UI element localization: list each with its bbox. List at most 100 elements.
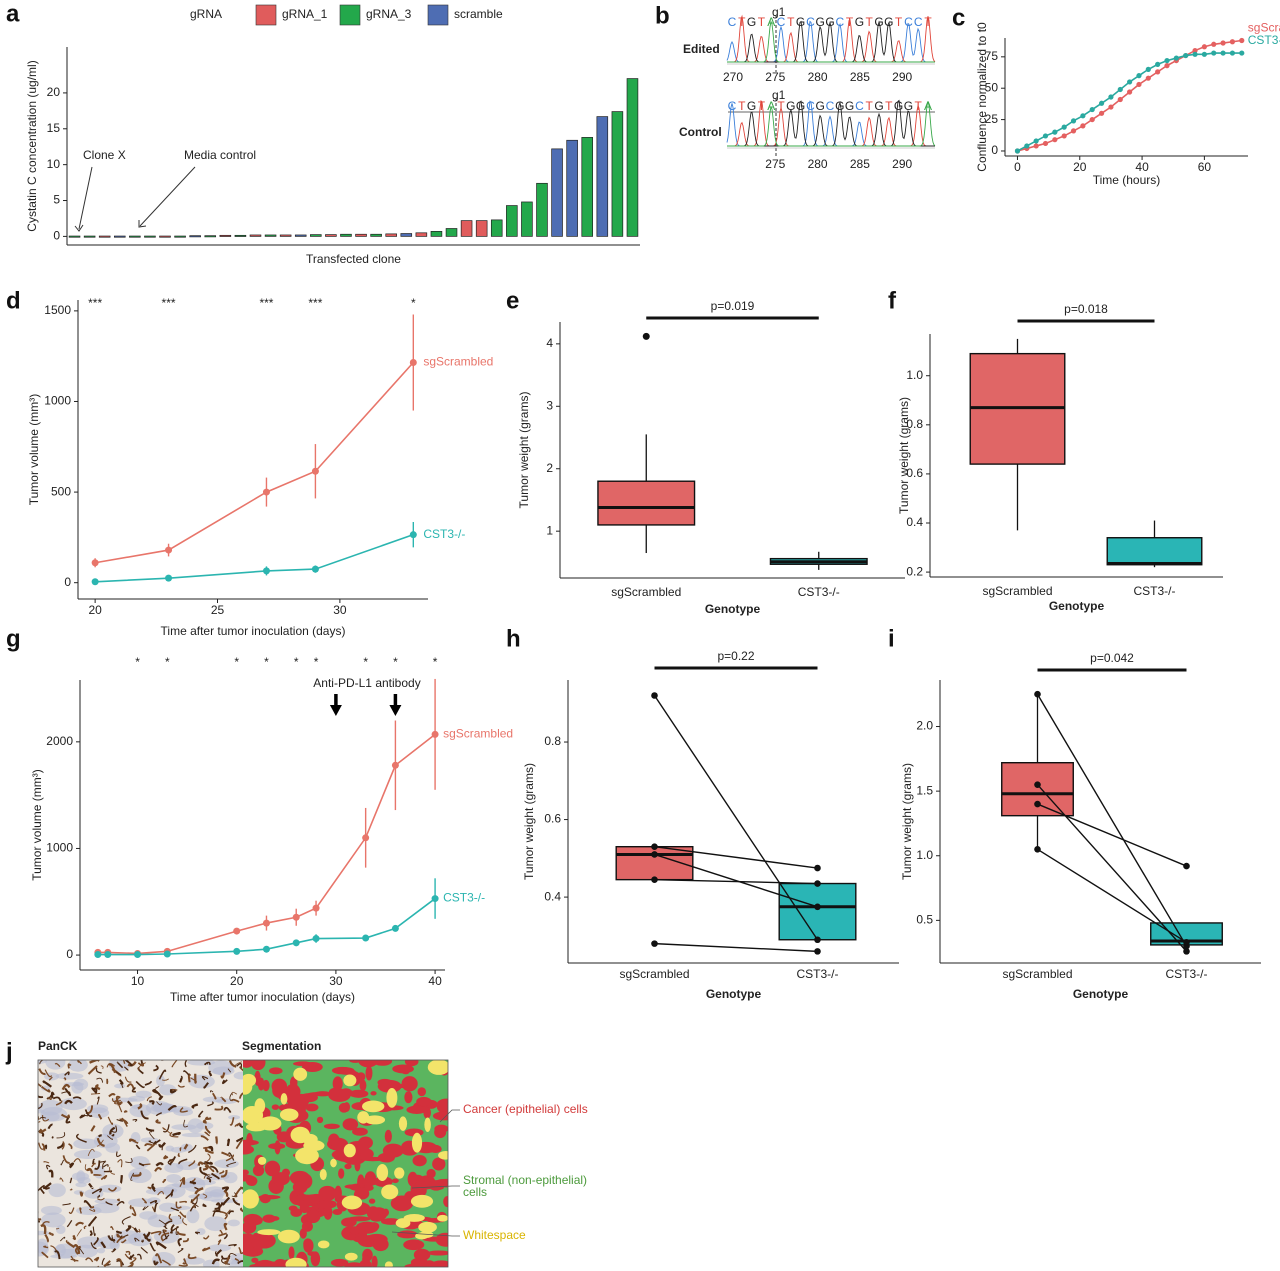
stain: [124, 1076, 132, 1083]
stain: [191, 1103, 199, 1109]
cancer-region: [251, 1257, 259, 1263]
trace: [727, 20, 935, 63]
stain: [111, 1133, 115, 1137]
cancer-region: [276, 1131, 292, 1143]
stroma: [40, 1107, 68, 1122]
stain: [190, 1193, 200, 1204]
stain: [91, 1087, 97, 1094]
x-axis-label: Time after tumor inoculation (days): [170, 990, 355, 1004]
base-letter: C: [728, 99, 737, 113]
point: [91, 578, 99, 586]
cancer-region: [377, 1079, 402, 1093]
stain: [89, 1060, 100, 1064]
stain: [60, 1159, 65, 1166]
stain: [167, 1158, 174, 1166]
bar: [581, 137, 594, 237]
stain: [234, 1257, 240, 1262]
stain: [123, 1110, 128, 1113]
point: [814, 864, 821, 872]
legend-label: gRNA_1: [282, 7, 328, 21]
stain: [170, 1207, 180, 1212]
stain: [240, 1186, 243, 1194]
whitespace-region: [403, 1213, 425, 1222]
stain: [208, 1145, 214, 1152]
stroma: [204, 1216, 227, 1232]
stroma: [207, 1244, 232, 1252]
stain: [45, 1186, 50, 1190]
cancer-region: [305, 1209, 321, 1224]
p-value: p=0.018: [1064, 302, 1108, 316]
stain: [52, 1096, 62, 1102]
stain: [54, 1062, 61, 1068]
cancer-region: [362, 1254, 369, 1264]
significance: *: [314, 655, 319, 669]
stain: [116, 1151, 122, 1158]
point: [1098, 110, 1105, 116]
stain: [150, 1230, 162, 1236]
whitespace-region: [290, 1126, 311, 1144]
significance: *: [411, 296, 416, 310]
cancer-region: [268, 1143, 286, 1150]
stain: [89, 1230, 93, 1236]
significance: *: [234, 655, 239, 669]
significance: *: [264, 655, 269, 669]
point: [1192, 51, 1198, 57]
point: [1089, 116, 1095, 123]
base-letter: T: [777, 99, 785, 113]
stain: [138, 1162, 145, 1167]
point: [1183, 52, 1189, 59]
point: [165, 546, 173, 554]
point: [1127, 89, 1133, 95]
stain: [42, 1115, 50, 1122]
cancer-region: [294, 1110, 309, 1122]
stain: [204, 1061, 209, 1066]
stain: [160, 1232, 170, 1242]
point: [1070, 118, 1077, 124]
stroma: [171, 1124, 197, 1131]
series-line: [95, 533, 414, 583]
base-letter: C: [914, 15, 923, 29]
cancer-region: [373, 1176, 393, 1187]
whitespace-region: [317, 1240, 330, 1249]
stain: [179, 1075, 183, 1083]
stain: [144, 1143, 153, 1147]
y-axis-label: Cystatin C concentration (ug/ml): [25, 60, 39, 231]
leader-line: [391, 1231, 460, 1237]
point: [292, 913, 300, 921]
x-tick-label: 20: [88, 603, 102, 617]
bar: [279, 234, 292, 237]
stroma: [55, 1225, 66, 1235]
x-axis-label: Genotype: [706, 987, 762, 1001]
point: [1033, 143, 1039, 149]
point: [391, 924, 399, 932]
stroma: [228, 1115, 241, 1120]
cancer-region: [422, 1236, 446, 1242]
point: [1089, 106, 1095, 113]
stain: [181, 1178, 186, 1185]
stroma: [186, 1208, 200, 1224]
point: [91, 559, 99, 567]
stain: [95, 1084, 101, 1091]
base-letter: T: [738, 15, 746, 29]
point: [409, 531, 417, 539]
point: [1034, 690, 1041, 698]
base-letter: G: [835, 99, 844, 113]
stain: [121, 1216, 131, 1225]
y-tick-label: 0.6: [544, 812, 561, 826]
panel-label: h: [506, 625, 521, 652]
bar: [430, 231, 443, 237]
stain: [170, 1224, 175, 1233]
point: [233, 927, 241, 935]
x-tick-label: 40: [1135, 160, 1149, 174]
cancer-region: [328, 1133, 340, 1146]
stain: [190, 1198, 199, 1208]
point: [814, 948, 821, 955]
base-letter: T: [885, 99, 893, 113]
point: [1239, 50, 1245, 56]
stain: [102, 1161, 106, 1170]
stain: [124, 1253, 133, 1261]
stain: [108, 1063, 117, 1074]
point: [1164, 57, 1170, 64]
stain: [70, 1255, 76, 1262]
bar: [294, 234, 307, 237]
